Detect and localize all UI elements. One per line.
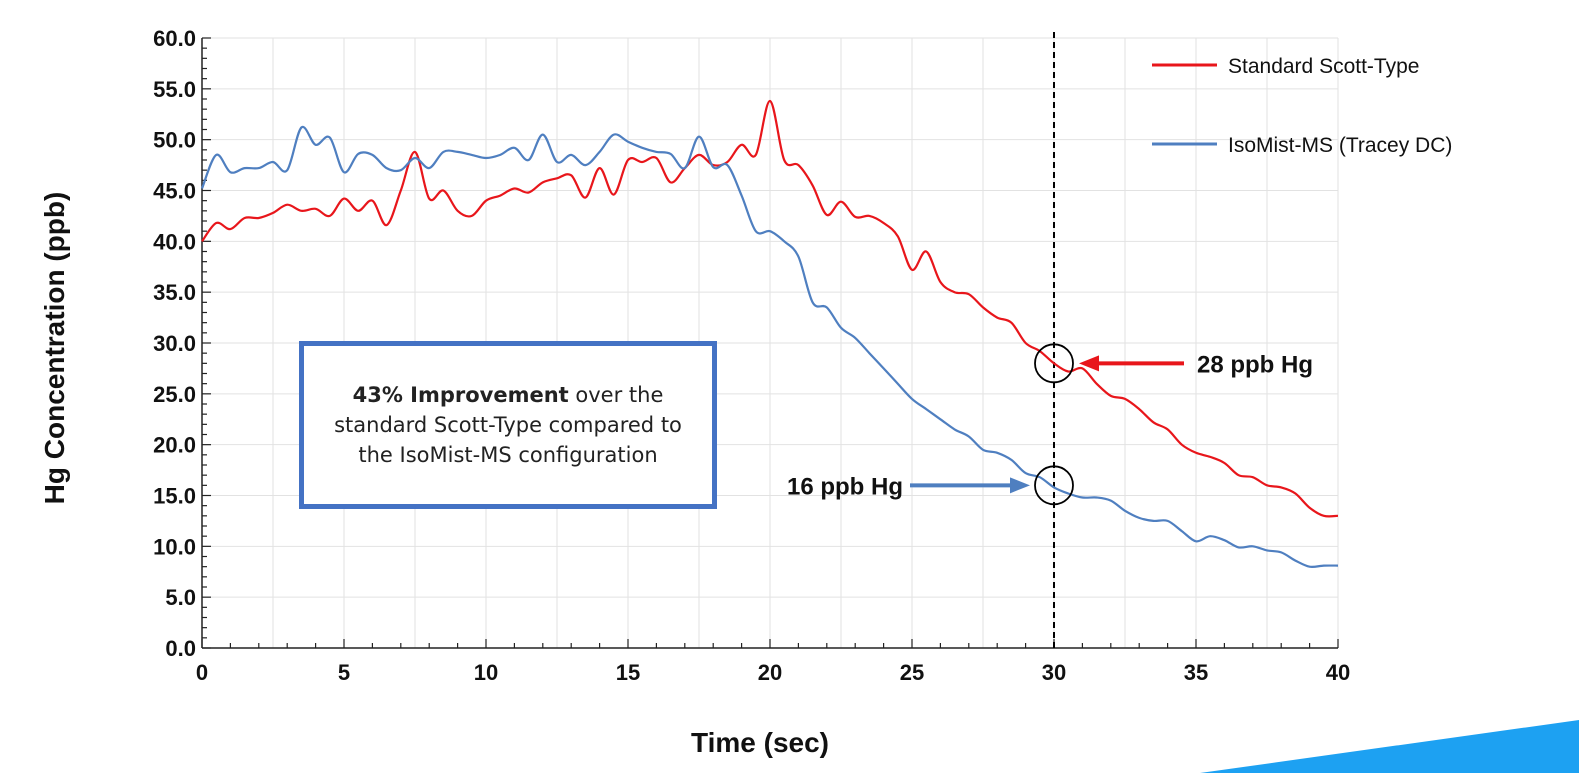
y-tick-label: 5.0 (165, 585, 196, 610)
y-tick-label: 35.0 (153, 280, 196, 305)
y-tick-label: 55.0 (153, 77, 196, 102)
y-tick-label: 10.0 (153, 534, 196, 559)
red-callout-label: 28 ppb Hg (1197, 351, 1313, 378)
blue-arrow-head (1010, 477, 1030, 494)
x-tick-label: 25 (900, 660, 924, 685)
x-tick-label: 15 (616, 660, 640, 685)
y-tick-label: 30.0 (153, 331, 196, 356)
series (200, 99, 1339, 568)
x-tick-label: 5 (338, 660, 350, 685)
x-axis-title: Time (sec) (691, 727, 829, 758)
improvement-note-rest: over the standard Scott-Type compared to… (334, 383, 682, 467)
y-tick-label: 40.0 (153, 229, 196, 254)
tick-labels: 0 5 10 15 20 25 30 35 40 0.0 5.0 10.0 15.0 20.0 25.0 30… (153, 26, 1350, 685)
x-tick-label: 30 (1042, 660, 1066, 685)
x-tick-label: 20 (758, 660, 782, 685)
x-tick-label: 0 (196, 660, 208, 685)
x-tick-label: 35 (1184, 660, 1208, 685)
blue-callout-circle (1034, 465, 1074, 506)
y-tick-label: 45.0 (153, 179, 196, 204)
legend: Standard Scott-Type IsoMist-MS (Tracey D… (1152, 55, 1452, 157)
legend-label-isomist: IsoMist-MS (Tracey DC) (1228, 134, 1452, 157)
improvement-note-box: 43% Improvement over the standard Scott-… (299, 341, 717, 509)
callout-markers (910, 343, 1184, 506)
x-tick-label: 40 (1326, 660, 1350, 685)
y-tick-label: 20.0 (153, 433, 196, 458)
red-callout-circle (1034, 343, 1074, 384)
series-line-0 (201, 99, 1339, 518)
improvement-note-bold: 43% Improvement (352, 383, 569, 407)
y-tick-label: 25.0 (153, 382, 196, 407)
blue-callout-label: 16 ppb Hg (787, 473, 903, 500)
y-axis-title: Hg Concentration (ppb) (39, 192, 70, 505)
x-tick-label: 10 (474, 660, 498, 685)
y-tick-label: 15.0 (153, 484, 196, 509)
y-tick-label: 50.0 (153, 128, 196, 153)
legend-label-standard-scott: Standard Scott-Type (1228, 55, 1419, 78)
y-tick-label: 60.0 (153, 26, 196, 51)
improvement-note-text: 43% Improvement over the standard Scott-… (318, 380, 698, 470)
series-line-1 (200, 125, 1339, 568)
red-arrow-head (1079, 355, 1099, 372)
y-tick-label: 0.0 (165, 636, 196, 661)
